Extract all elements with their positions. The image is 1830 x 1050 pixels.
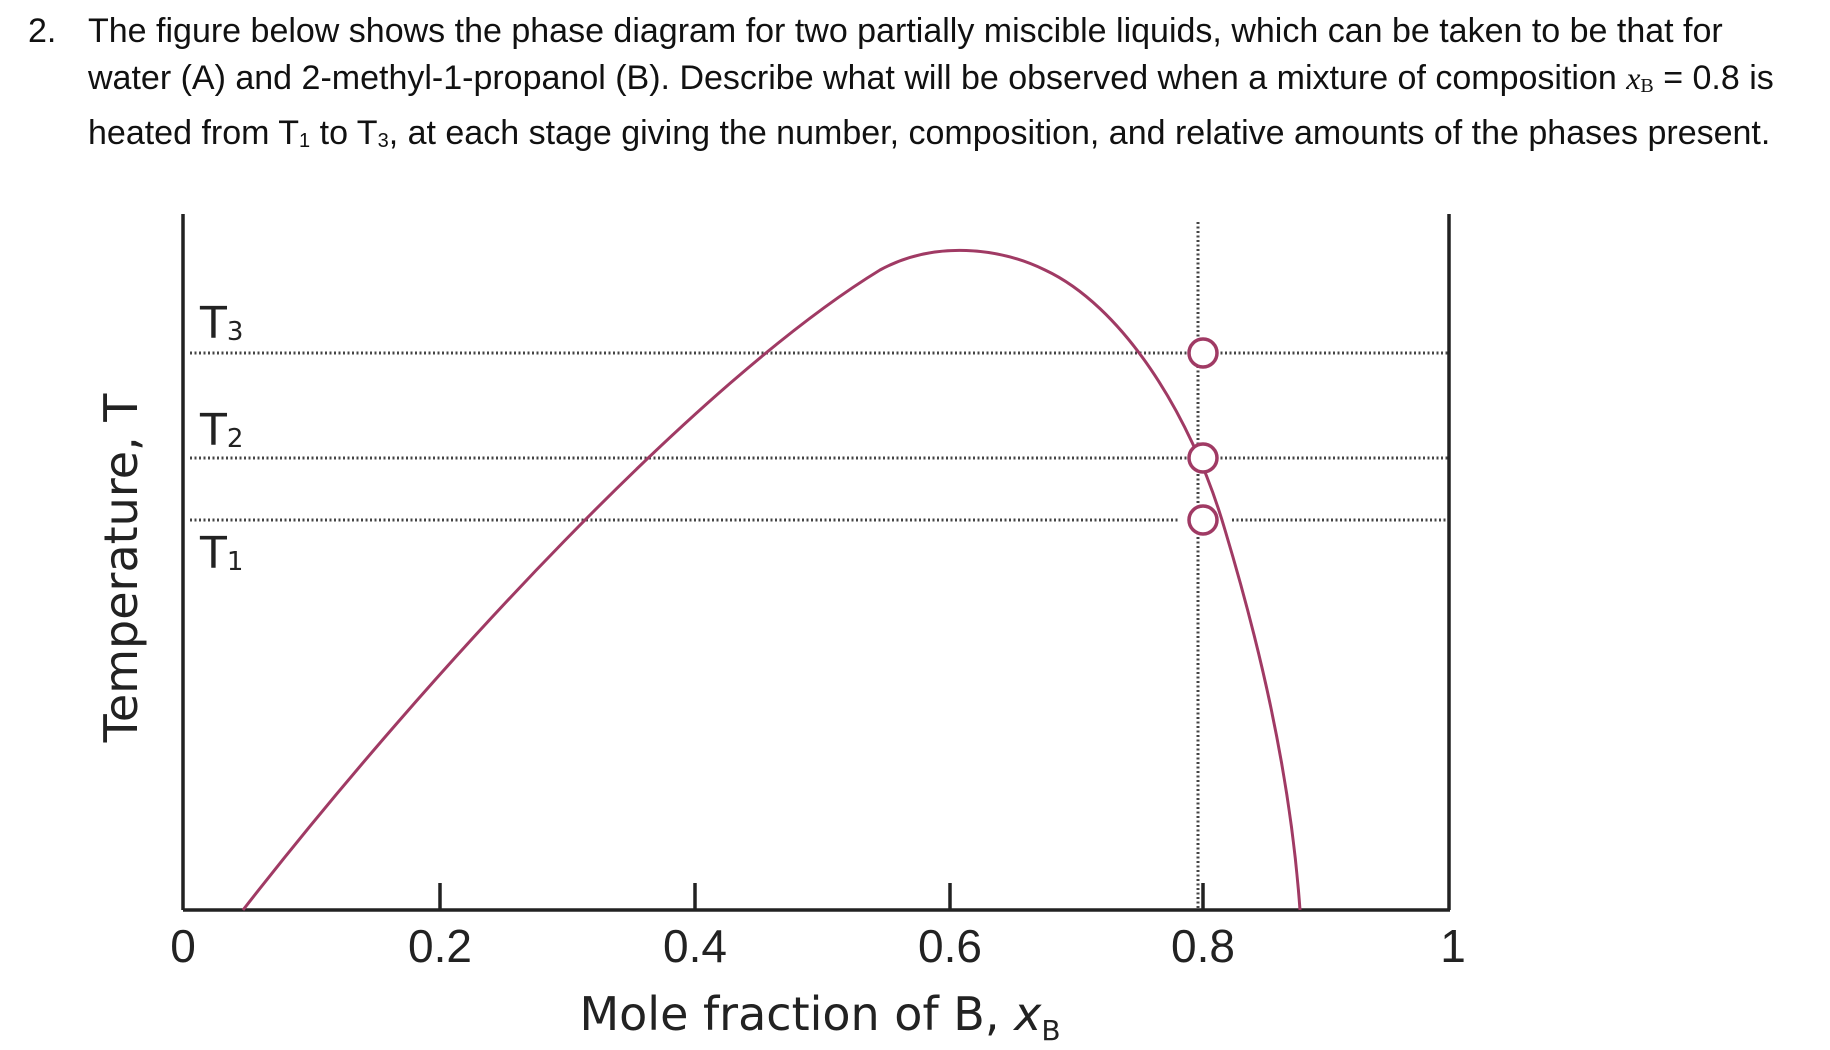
x-tick-label-0.8: 0.8 [1171, 920, 1235, 972]
composition-variable-symbol: x [1626, 60, 1641, 96]
x-axis-title-subscript: B [1041, 1014, 1060, 1047]
composition-variable-subscript: B [1640, 75, 1654, 97]
x-tick-label-0.6: 0.6 [918, 920, 982, 972]
t3-label-sub: 3 [227, 317, 244, 347]
t2-label: T2 [199, 405, 243, 456]
t2-label-sub: 2 [227, 424, 244, 454]
x-ticks [438, 883, 1205, 910]
point-t1 [1187, 504, 1219, 536]
question-text-part1: The figure below shows the phase diagram… [88, 12, 1723, 97]
question-number: 2. [28, 12, 57, 50]
t1-label-sub: 1 [227, 547, 244, 577]
question-text-part3: to T [310, 114, 378, 152]
x-tick-label-0: 0 [170, 920, 196, 972]
isotherm-lines [190, 222, 1448, 910]
question-text-part2: = 0.8 is heated from T [88, 59, 1774, 152]
x-tick-label-0.2: 0.2 [408, 920, 472, 972]
x-axis-title: Mole fraction of B, xB [579, 987, 1060, 1047]
t1-subscript: 1 [299, 130, 311, 152]
x-tick-labels: 0 0.2 0.4 0.6 0.8 1 [170, 920, 1466, 972]
x-axis-title-symbol: x [1012, 987, 1042, 1041]
x-tick-label-0.4: 0.4 [663, 920, 727, 972]
composition-variable: xB [1626, 60, 1654, 97]
x-axis-title-text: Mole fraction of B, [579, 987, 1014, 1041]
question-block: 2. The figure below shows the phase diag… [20, 8, 1810, 165]
coexistence-curve [241, 248, 1302, 911]
t1-label: T1 [199, 528, 243, 579]
point-t2 [1187, 442, 1219, 474]
t3-subscript: 3 [377, 130, 389, 152]
marked-points [1187, 337, 1219, 536]
y-axis-title: Temperature, T [94, 393, 148, 744]
question-text: The figure below shows the phase diagram… [88, 8, 1810, 165]
t3-label: T3 [199, 298, 243, 349]
axes-frame [181, 214, 1451, 912]
point-t3 [1187, 337, 1219, 369]
t1-label-main: T [199, 528, 227, 579]
x-tick-label-1: 1 [1440, 920, 1466, 972]
t3-label-main: T [199, 298, 227, 349]
question-text-part4: , at each stage giving the number, compo… [388, 114, 1771, 152]
t2-label-main: T [199, 405, 227, 456]
